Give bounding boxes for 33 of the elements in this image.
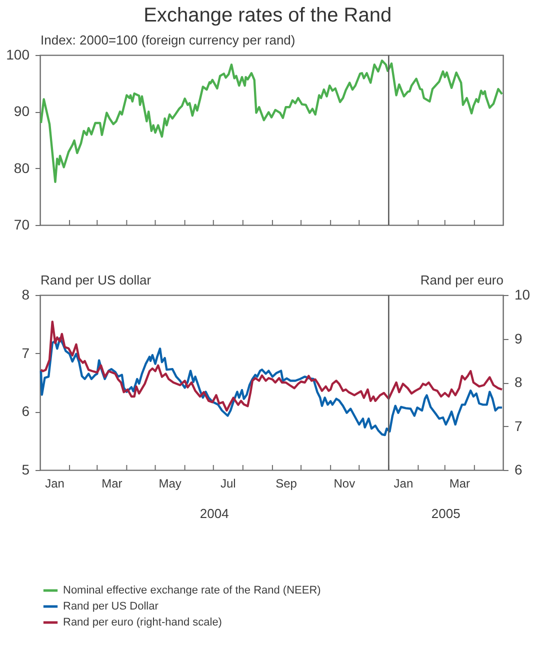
line-series — [40, 337, 504, 436]
text: 2004 — [200, 506, 229, 521]
chart-title: Exchange rates of the Rand — [144, 4, 392, 26]
y2-tick-label: 9 — [514, 330, 522, 346]
y-tick-label: 100 — [6, 46, 30, 62]
y2-tick-label: 8 — [514, 374, 522, 390]
y-axis-title: Rand per US dollar — [40, 272, 152, 288]
y2-tick-label: 7 — [514, 418, 522, 434]
legend-label: Rand per euro (right-hand scale) — [63, 616, 222, 628]
y2-tick-label: 10 — [514, 286, 530, 302]
line-series — [40, 60, 504, 184]
x-tick-label: Sep — [276, 476, 298, 490]
y-tick-label: 8 — [22, 286, 30, 302]
x-tick-label: Jan — [394, 476, 414, 490]
y2-tick-label: 6 — [514, 462, 522, 478]
x-tick-label: Jul — [220, 476, 236, 490]
x-tick-label: May — [158, 476, 182, 490]
y-axis-title: Index: 2000=100 (foreign currency per rand) — [40, 32, 296, 48]
x-tick-label: Nov — [334, 476, 356, 490]
x-tick-label: Mar — [449, 476, 470, 490]
y-tick-label: 6 — [22, 403, 30, 420]
y-tick-label: 7 — [22, 344, 30, 361]
y2-axis-title: Rand per euro — [420, 272, 504, 288]
text: 2005 — [431, 506, 460, 521]
legend-label: Rand per US Dollar — [63, 600, 159, 612]
y-tick-label: 90 — [14, 103, 30, 120]
x-tick-label: Jan — [45, 476, 64, 490]
y-tick-label: 80 — [14, 160, 30, 176]
y-tick-label: 5 — [22, 462, 30, 478]
legend-label: Nominal effective exchange rate of the Rand (NEER) — [63, 584, 321, 596]
y-tick-label: 70 — [14, 216, 30, 232]
line-series — [40, 320, 504, 412]
x-tick-label: Mar — [102, 476, 122, 490]
